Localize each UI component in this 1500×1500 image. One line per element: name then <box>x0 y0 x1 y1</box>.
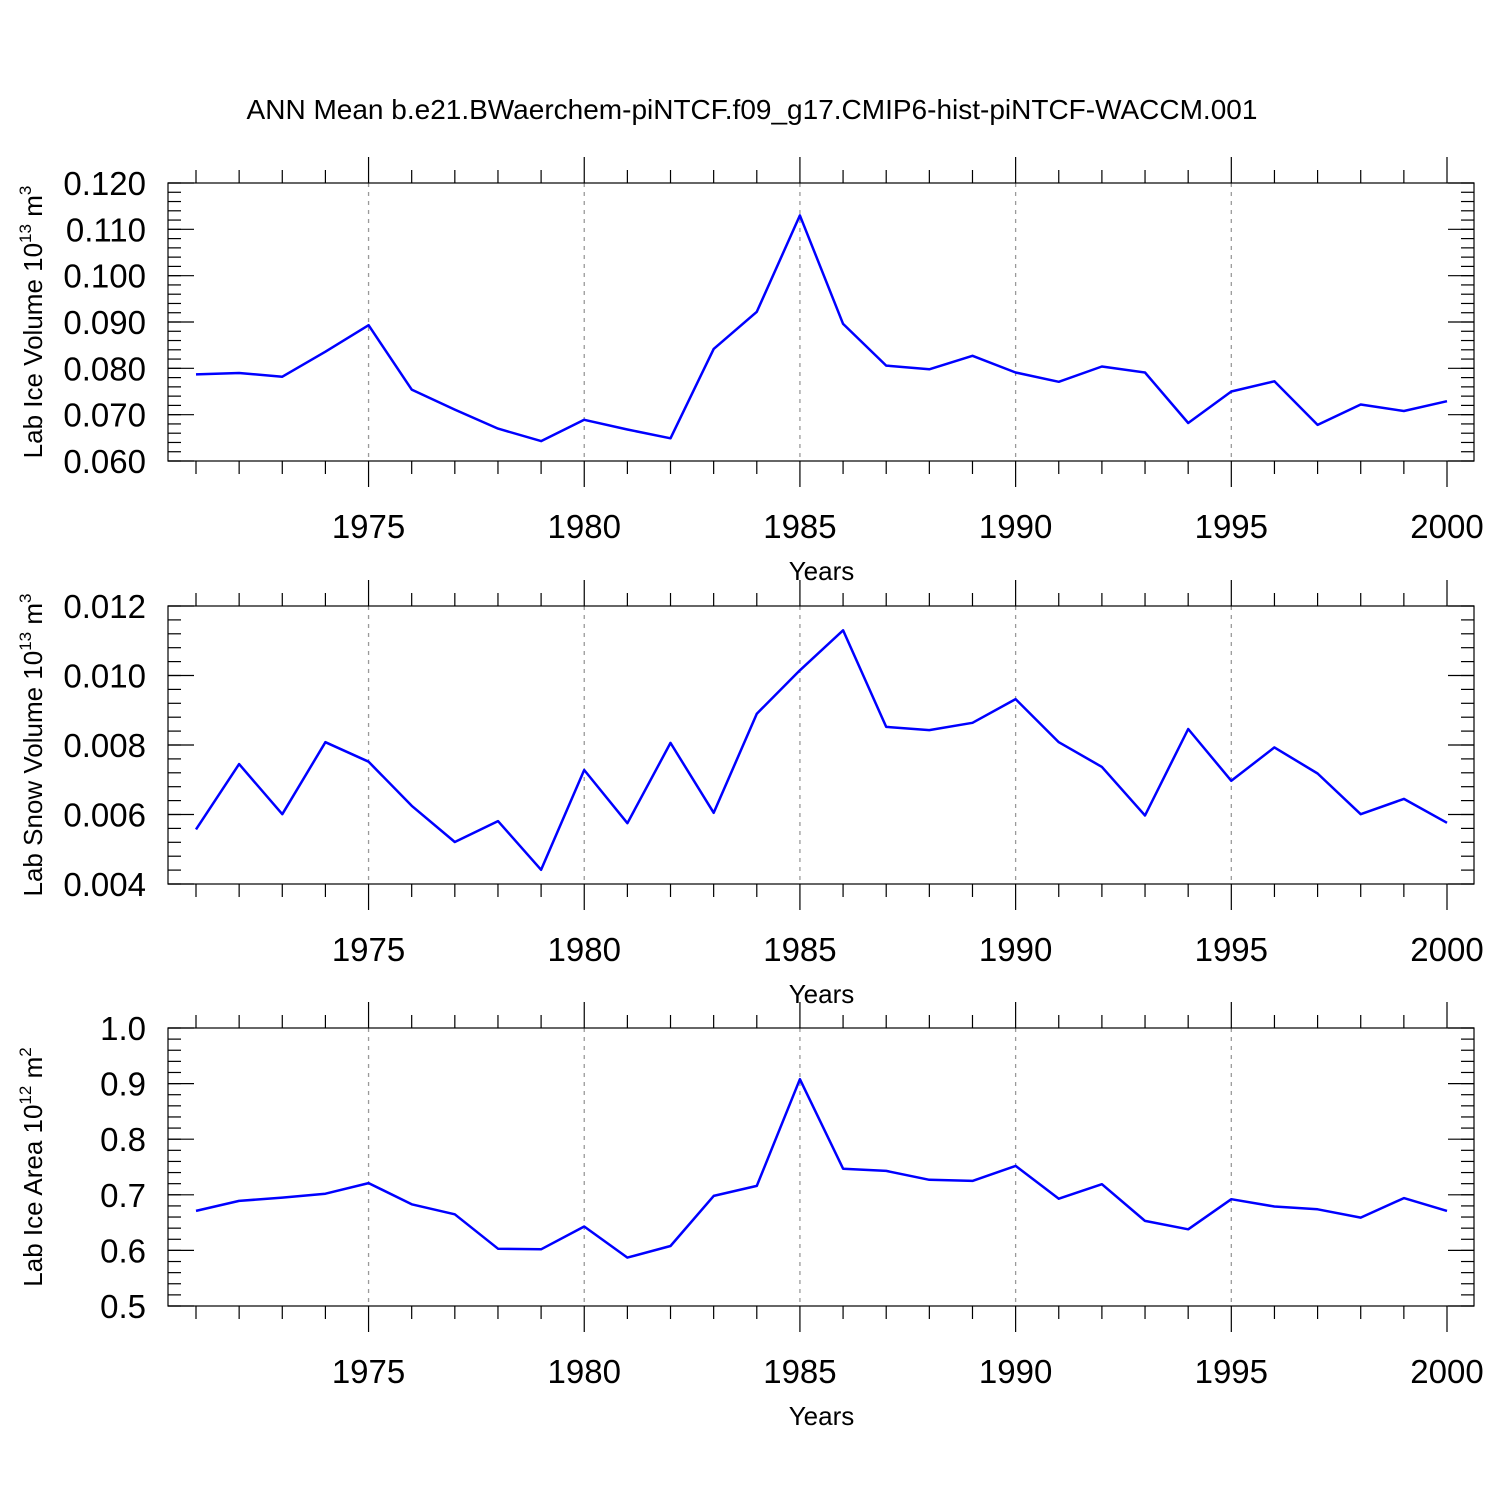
y-tick-label: 0.004 <box>63 866 146 903</box>
x-tick-label: 1995 <box>1195 931 1268 968</box>
x-tick-label: 2000 <box>1410 1353 1483 1390</box>
panel-2: 0.004 0.006 0.008 0.010 0.012 1975 1980 1985 199… <box>16 580 1484 1009</box>
y-tick-label: 0.8 <box>100 1121 146 1158</box>
plot-frame <box>167 605 1475 885</box>
x-tick-label: 1995 <box>1195 1353 1268 1390</box>
plot-frame <box>167 1027 1475 1307</box>
x-tick-label: 1990 <box>979 508 1052 545</box>
series-line <box>194 629 1448 872</box>
y-tick-label: 0.5 <box>100 1288 146 1325</box>
y-tick-label: 0.090 <box>63 304 146 341</box>
x-tick-label: 1985 <box>763 1353 836 1390</box>
y-tick-label: 0.070 <box>63 397 146 434</box>
y-tick-label: 0.010 <box>63 658 146 695</box>
x-tick-label: 1980 <box>548 1353 621 1390</box>
y-tick-label: 0.060 <box>63 443 146 480</box>
figure-title: ANN Mean b.e21.BWaerchem-piNTCF.f09_g17.… <box>247 94 1258 125</box>
y-tick-label: 0.110 <box>66 211 146 248</box>
chart-panels: 0.060 0.070 0.080 0.090 0.100 0.110 0.120 1975 1… <box>16 157 1484 1431</box>
y-tick-label: 0.012 <box>63 588 146 625</box>
y-axis-title: Lab Ice Area 1012 m2 <box>16 1047 48 1286</box>
x-axis-title: Years <box>789 1401 855 1431</box>
x-tick-label: 2000 <box>1410 508 1483 545</box>
y-axis-title: Lab Ice Volume 1013 m3 <box>16 186 48 459</box>
y-tick-label: 0.006 <box>63 797 146 834</box>
x-tick-label: 1990 <box>979 1353 1052 1390</box>
x-tick-label: 1995 <box>1195 508 1268 545</box>
x-axis-title: Years <box>789 979 855 1009</box>
y-tick-label: 0.120 <box>63 165 146 202</box>
y-tick-label: 0.9 <box>100 1066 146 1103</box>
panel-1: 0.060 0.070 0.080 0.090 0.100 0.110 0.120 1975 1… <box>16 157 1484 586</box>
y-tick-label: 0.100 <box>63 258 146 295</box>
x-tick-label: 1975 <box>332 931 405 968</box>
x-tick-label: 1980 <box>548 508 621 545</box>
y-tick-label: 0.008 <box>63 727 146 764</box>
y-tick-label: 0.6 <box>100 1232 146 1269</box>
series-line <box>195 214 1448 443</box>
series-line <box>195 1077 1448 1259</box>
x-tick-label: 1980 <box>548 931 621 968</box>
y-axis-title: Lab Snow Volume 1013 m3 <box>16 593 48 896</box>
x-tick-label: 1975 <box>332 508 405 545</box>
y-tick-label: 0.7 <box>100 1177 146 1214</box>
plot-frame <box>167 182 1475 462</box>
y-tick-label: 1.0 <box>100 1010 146 1047</box>
x-tick-label: 2000 <box>1410 931 1483 968</box>
x-tick-label: 1985 <box>763 931 836 968</box>
x-tick-label: 1975 <box>332 1353 405 1390</box>
x-tick-label: 1985 <box>763 508 836 545</box>
y-tick-label: 0.080 <box>63 350 146 387</box>
panel-3: 0.5 0.6 0.7 0.8 0.9 1.0 1975 1980 1985 1990 1995 20… <box>16 1002 1484 1431</box>
x-axis-title: Years <box>789 556 855 586</box>
x-tick-label: 1990 <box>979 931 1052 968</box>
